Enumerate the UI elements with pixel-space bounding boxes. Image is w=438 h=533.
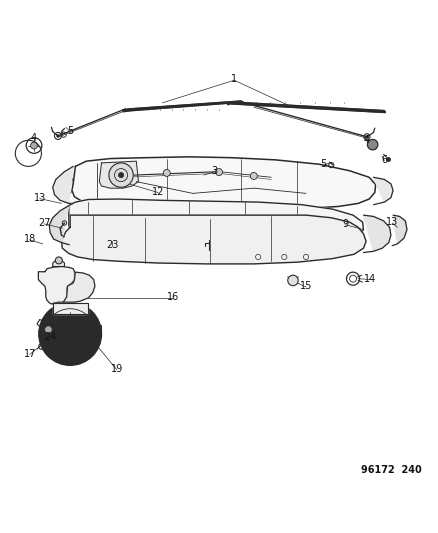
Circle shape (57, 135, 59, 137)
Circle shape (367, 140, 378, 150)
Polygon shape (53, 303, 88, 314)
Text: 23: 23 (106, 240, 119, 250)
Polygon shape (69, 199, 364, 249)
Text: 19: 19 (111, 364, 123, 374)
Polygon shape (49, 206, 69, 243)
Text: 96172  240: 96172 240 (360, 465, 421, 474)
Text: 13: 13 (34, 193, 46, 203)
Circle shape (45, 326, 52, 334)
Circle shape (366, 135, 368, 138)
Polygon shape (53, 272, 95, 303)
Text: 24: 24 (44, 332, 57, 342)
Polygon shape (393, 215, 407, 244)
Text: 13: 13 (386, 217, 398, 227)
Text: 18: 18 (24, 234, 36, 244)
Text: 5: 5 (67, 126, 73, 136)
Circle shape (118, 173, 124, 177)
Circle shape (61, 325, 79, 343)
Text: 16: 16 (167, 292, 180, 302)
Text: 27: 27 (38, 218, 50, 228)
Text: 15: 15 (300, 281, 312, 291)
Text: 14: 14 (364, 273, 377, 284)
Text: 5: 5 (320, 159, 327, 169)
Polygon shape (53, 261, 64, 266)
Circle shape (288, 275, 298, 286)
Circle shape (215, 168, 223, 175)
Text: 6: 6 (381, 155, 388, 165)
Text: 1: 1 (231, 75, 237, 84)
Circle shape (163, 169, 170, 176)
Polygon shape (374, 177, 393, 202)
Text: 12: 12 (152, 187, 164, 197)
Polygon shape (39, 266, 74, 305)
Polygon shape (123, 101, 243, 111)
Polygon shape (72, 157, 376, 209)
Polygon shape (364, 215, 391, 251)
Text: 4: 4 (364, 135, 370, 146)
Polygon shape (61, 215, 366, 264)
Text: 3: 3 (212, 166, 218, 176)
Circle shape (31, 142, 38, 149)
Polygon shape (53, 166, 73, 204)
Text: 17: 17 (24, 349, 36, 359)
Circle shape (39, 303, 102, 365)
Polygon shape (99, 161, 138, 188)
Text: 9: 9 (342, 219, 348, 229)
Text: 4: 4 (31, 133, 37, 143)
Polygon shape (228, 102, 385, 112)
Circle shape (251, 173, 257, 180)
Circle shape (109, 163, 133, 187)
Circle shape (55, 257, 62, 264)
